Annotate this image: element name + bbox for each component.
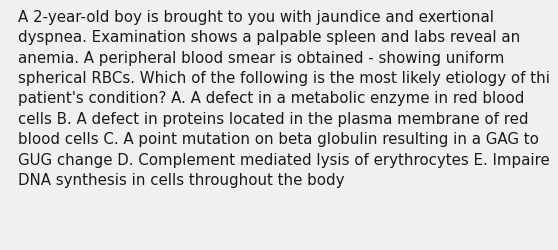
Text: A 2-year-old boy is brought to you with jaundice and exertional dyspnea. Examina: A 2-year-old boy is brought to you with …: [18, 10, 558, 187]
